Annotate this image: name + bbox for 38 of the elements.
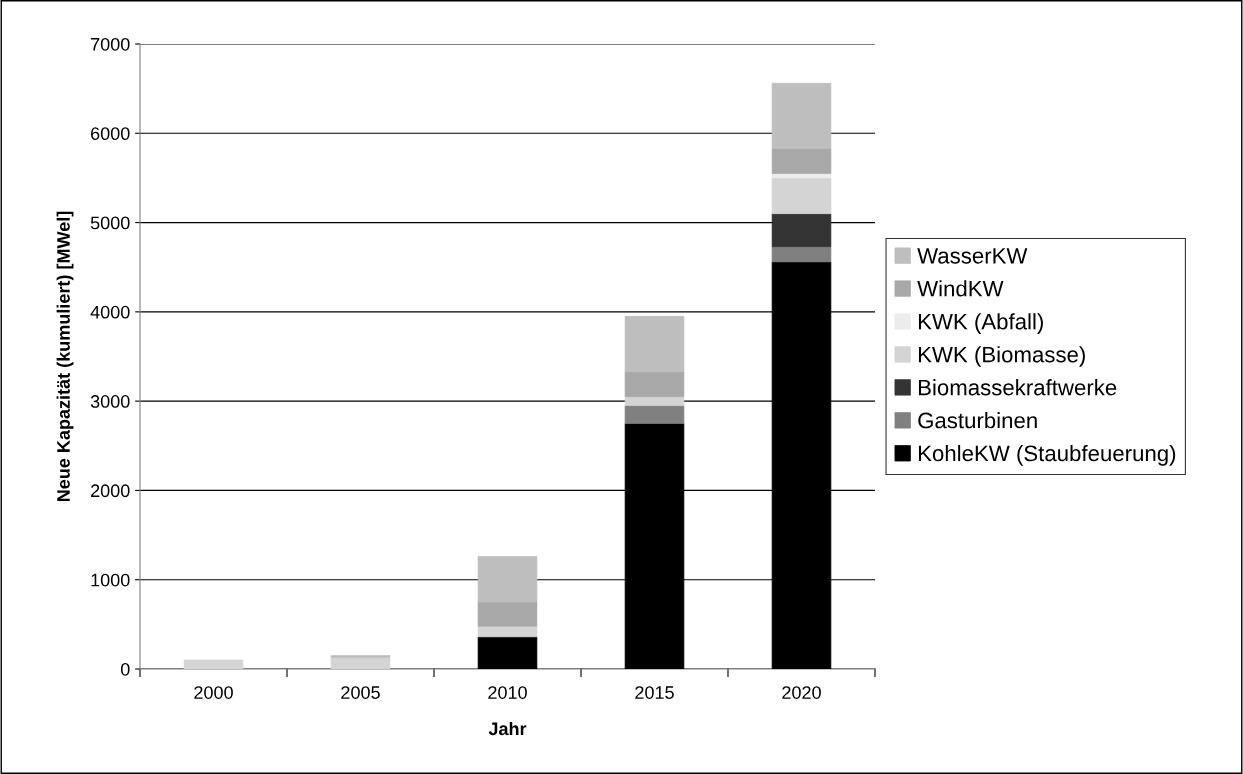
legend-label: Biomassekraftwerke: [918, 379, 1117, 396]
legend-label: WasserKW: [917, 248, 1028, 264]
bar: [771, 177, 832, 214]
x-tick-label: 2020: [782, 686, 821, 699]
y-tick-label: 7000: [91, 37, 130, 51]
legend-label: Gasturbinen: [918, 412, 1037, 429]
y-tick-label: 5000: [90, 216, 130, 230]
bar: [477, 556, 538, 603]
bar: [771, 246, 832, 263]
y-tick-label: 4000: [90, 305, 130, 319]
x-axis-title: Jahr: [488, 721, 527, 736]
y-tick-label: 6000: [91, 127, 130, 141]
y-tick-label: 2000: [91, 484, 130, 498]
bar: [771, 148, 832, 174]
x-tick-label: 2015: [635, 686, 674, 699]
bar: [183, 659, 244, 669]
bar: [330, 657, 391, 669]
legend-label: KWK (Abfall): [918, 313, 1043, 334]
bar: [624, 371, 685, 398]
legend-label: KohleKW (Staubfeuerung): [918, 444, 1176, 466]
bar: [624, 405, 685, 424]
bar: [771, 82, 832, 149]
y-tick-label: 1000: [91, 573, 130, 587]
bar: [477, 625, 538, 638]
legend-label: WindKW: [917, 280, 1004, 297]
bar: [477, 636, 538, 669]
y-tick-label: 0: [120, 662, 130, 676]
bar: [624, 396, 685, 406]
bar: [771, 213, 832, 248]
x-tick-label: 2010: [488, 686, 527, 699]
legend-label: KWK (Biomasse): [918, 346, 1085, 367]
x-tick-label: 2005: [341, 686, 380, 699]
y-axis-title: Neue Kapazität (kumuliert) [MWel]: [56, 211, 74, 502]
bar: [771, 173, 832, 179]
bar: [624, 315, 685, 373]
y-tick-label: 3000: [90, 395, 130, 408]
bar: [477, 601, 538, 627]
x-tick-label: 2000: [194, 686, 233, 699]
